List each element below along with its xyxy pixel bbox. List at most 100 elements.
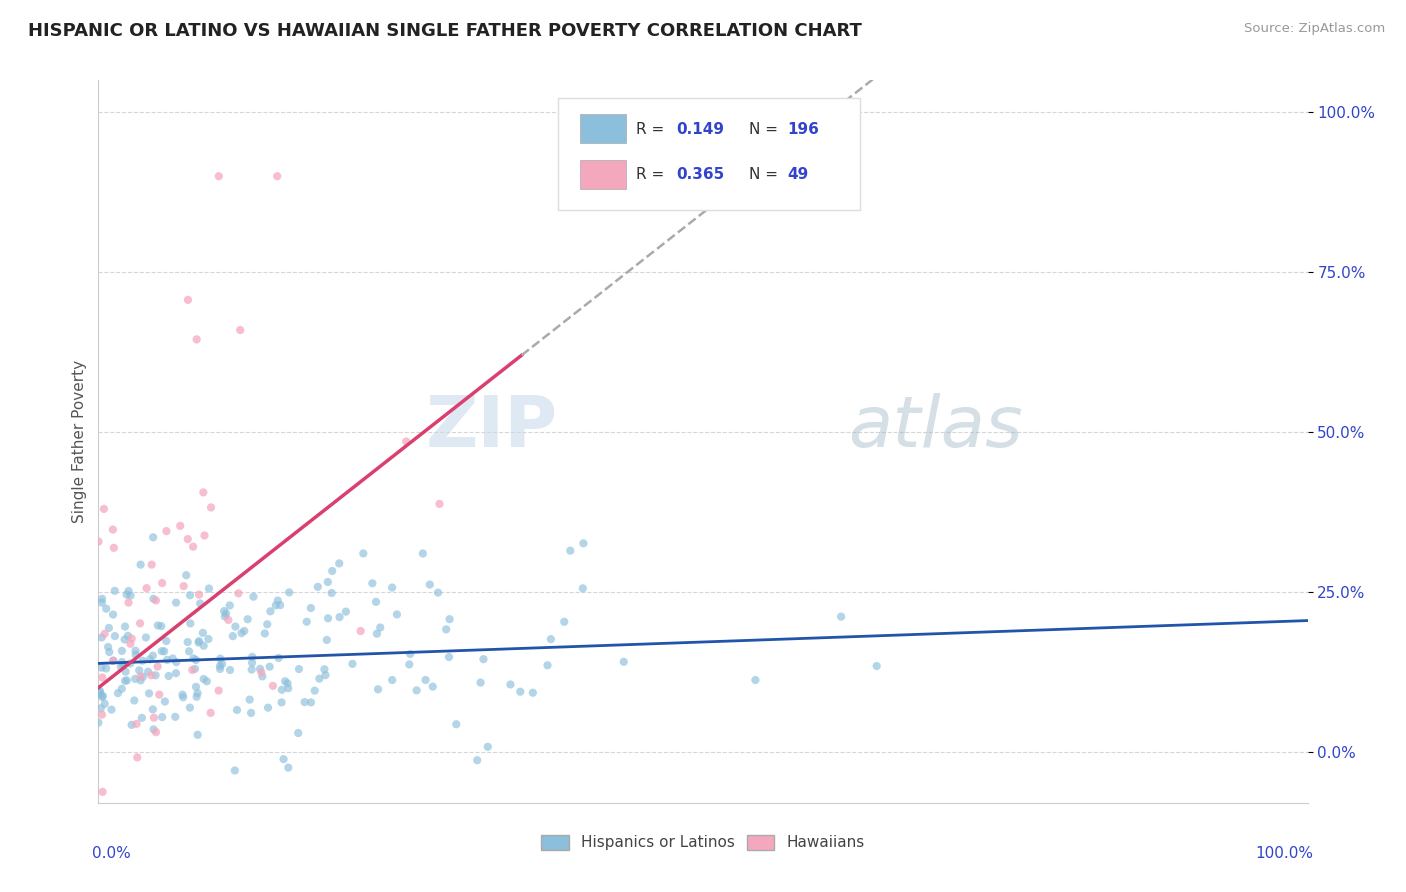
Point [141, 558, 163, 572]
Point [155, 634, 177, 648]
Point [224, 764, 246, 778]
Point [350, 624, 373, 638]
Point [101, 607, 124, 622]
Point [129, 670, 152, 684]
Point [422, 680, 444, 694]
Point [316, 574, 339, 589]
Point [367, 682, 389, 697]
Point [90, 660, 112, 674]
Point [572, 536, 595, 550]
Point [142, 648, 165, 663]
Point [90, 688, 112, 702]
Text: 0.149: 0.149 [676, 122, 724, 136]
Text: atlas: atlas [848, 392, 1022, 461]
Point [117, 583, 139, 598]
Point [321, 564, 343, 578]
Point [217, 613, 239, 627]
Point [288, 662, 311, 676]
Point [233, 624, 256, 638]
Point [200, 500, 222, 515]
Point [240, 649, 263, 664]
Point [117, 629, 139, 643]
Point [111, 655, 134, 669]
Point [522, 686, 544, 700]
Point [536, 658, 558, 673]
Point [381, 581, 404, 595]
Point [165, 655, 187, 669]
Point [470, 675, 492, 690]
Point [219, 663, 242, 677]
Point [211, 657, 233, 671]
Point [208, 683, 231, 698]
Point [226, 703, 249, 717]
Point [114, 619, 136, 633]
Point [89, 683, 111, 698]
Point [276, 676, 298, 690]
Point [124, 693, 146, 707]
Point [114, 632, 136, 647]
Point [427, 585, 450, 599]
Point [129, 558, 152, 572]
Point [188, 597, 211, 611]
Point [103, 654, 125, 668]
Point [162, 651, 184, 665]
Point [277, 681, 299, 696]
Point [111, 644, 134, 658]
Point [184, 653, 207, 667]
Point [125, 648, 148, 662]
Point [186, 332, 208, 346]
Point [150, 576, 173, 591]
Point [87, 715, 110, 730]
Point [187, 728, 209, 742]
Point [269, 598, 291, 612]
Point [295, 615, 318, 629]
Point [188, 634, 211, 648]
Point [91, 591, 114, 606]
Point [111, 681, 134, 696]
Point [184, 680, 207, 694]
Text: 49: 49 [787, 168, 808, 183]
Point [169, 518, 191, 533]
Point [439, 612, 461, 626]
Point [136, 665, 159, 679]
Point [613, 655, 636, 669]
Point [231, 626, 253, 640]
Point [165, 596, 187, 610]
Point [177, 644, 200, 658]
Point [477, 739, 499, 754]
Point [270, 695, 292, 709]
Point [101, 523, 124, 537]
Point [90, 631, 112, 645]
Text: Source: ZipAtlas.com: Source: ZipAtlas.com [1244, 22, 1385, 36]
Point [277, 761, 299, 775]
Point [364, 595, 387, 609]
Point [209, 658, 232, 673]
Y-axis label: Single Father Poverty: Single Father Poverty [72, 360, 87, 523]
Point [139, 652, 162, 666]
Point [270, 682, 292, 697]
Point [125, 716, 148, 731]
Point [193, 528, 215, 542]
Point [315, 632, 337, 647]
Point [96, 601, 118, 615]
Point [103, 541, 125, 555]
Point [224, 619, 246, 633]
Point [465, 753, 488, 767]
Point [267, 651, 290, 665]
Point [193, 485, 215, 500]
Point [328, 610, 350, 624]
Point [188, 588, 211, 602]
Point [145, 668, 167, 682]
Point [342, 657, 364, 671]
Point [142, 702, 165, 716]
Text: 0.365: 0.365 [676, 168, 724, 183]
Point [314, 668, 336, 682]
Point [114, 665, 136, 679]
Point [142, 723, 165, 737]
Point [218, 599, 240, 613]
Point [308, 672, 330, 686]
Point [215, 607, 238, 621]
Point [398, 657, 420, 672]
Point [100, 703, 122, 717]
Point [91, 671, 114, 685]
